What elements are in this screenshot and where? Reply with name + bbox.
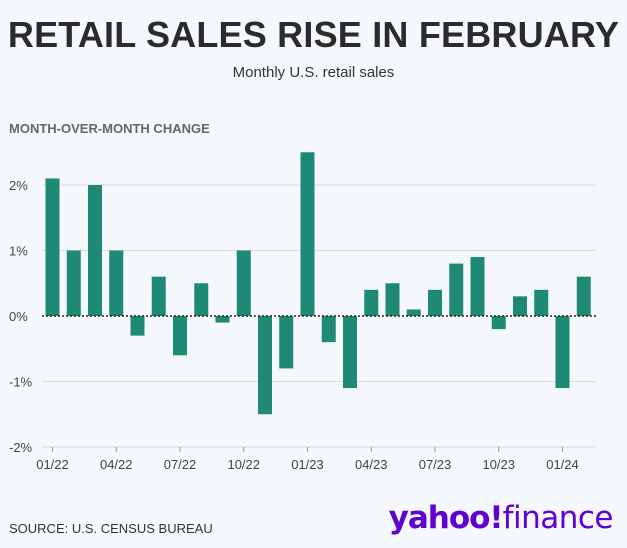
x-tick-label: 04/23	[355, 457, 388, 472]
bar	[534, 289, 549, 316]
bar	[173, 316, 187, 356]
y-tick-label: -1%	[9, 375, 33, 390]
bar-chart: -2% -1% 0% 1% 2% 01/22 04/22 07/22 10/22 01/23 04…	[9, 152, 596, 472]
bar	[130, 316, 145, 336]
chart-subtitle: Monthly U.S. retail sales	[232, 64, 395, 81]
bar	[470, 257, 485, 316]
gridlines	[42, 184, 596, 448]
x-tick-label: 01/22	[36, 457, 69, 472]
bar	[236, 250, 251, 316]
x-tick-label: 01/24	[546, 457, 579, 472]
x-tick-label: 10/23	[482, 457, 515, 472]
x-tick-label: 04/22	[100, 457, 133, 472]
bar	[321, 316, 336, 343]
y-tick-labels: -2% -1% 0% 1% 2%	[9, 178, 33, 455]
bar	[66, 250, 81, 316]
bar	[491, 316, 506, 330]
bar	[109, 250, 124, 316]
bar	[215, 316, 230, 323]
chart-title: RETAIL SALES RISE IN FEBRUARY	[7, 14, 620, 55]
bar	[385, 283, 400, 316]
bar	[258, 316, 272, 415]
bar	[576, 276, 591, 316]
y-tick-label: 0%	[9, 309, 28, 324]
x-tick-label: 07/23	[419, 457, 452, 472]
bar	[279, 316, 294, 369]
bar	[428, 289, 442, 316]
y-tick-label: 2%	[9, 178, 28, 193]
x-tick-labels: 01/22 04/22 07/22 10/22 01/23 04/23 07/23 10/23…	[36, 447, 579, 472]
y-tick-label: 1%	[9, 244, 28, 259]
logo-mark: !	[489, 500, 503, 536]
bar	[406, 309, 421, 316]
bar	[88, 185, 102, 316]
bar	[194, 283, 209, 316]
bars	[45, 152, 591, 415]
logo-brand: yahoo	[388, 500, 491, 536]
bar	[513, 296, 527, 316]
bar	[343, 316, 357, 389]
y-tick-label: -2%	[9, 440, 33, 455]
x-tick-label: 07/22	[164, 457, 197, 472]
logo-product: finance	[502, 500, 614, 536]
x-tick-label: 01/23	[291, 457, 324, 472]
bar	[449, 263, 464, 316]
source-note: SOURCE: U.S. CENSUS BUREAU	[9, 521, 213, 536]
bar	[151, 276, 166, 316]
yahoo-finance-logo: yahoo!finance	[388, 500, 614, 536]
bar	[364, 289, 379, 316]
x-tick-label: 10/22	[227, 457, 260, 472]
bar	[300, 152, 315, 316]
y-axis-label: MONTH-OVER-MONTH CHANGE	[9, 121, 210, 136]
bar	[45, 178, 60, 316]
bar	[555, 316, 570, 389]
